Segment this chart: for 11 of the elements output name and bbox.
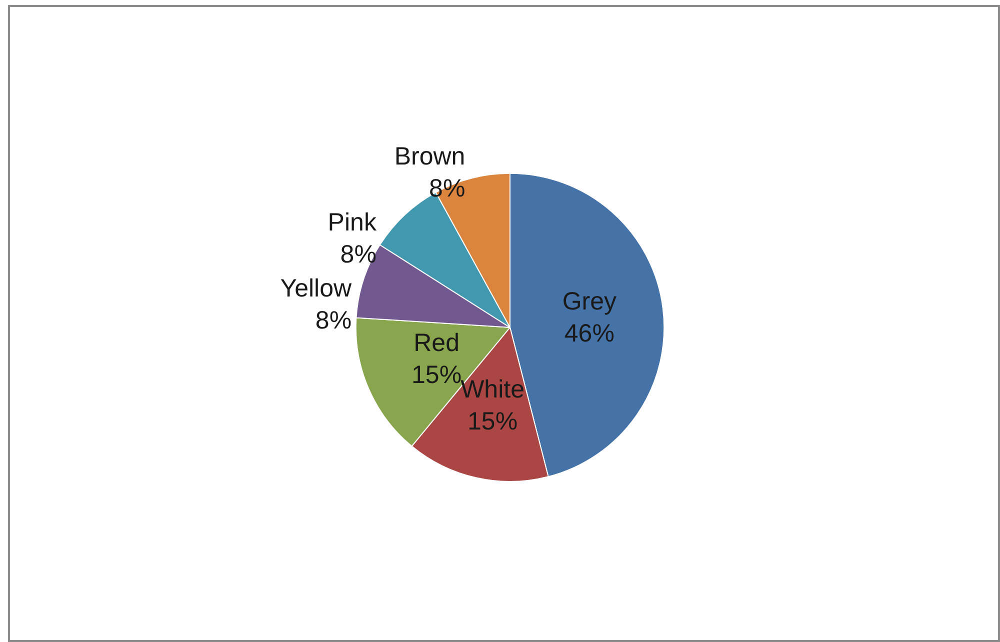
slice-label: Brown [394, 142, 466, 170]
slice-label: Red [414, 329, 460, 358]
data-label: 46% [564, 319, 614, 348]
data-label: 15% [412, 361, 462, 390]
data-label: 8% [340, 240, 376, 268]
data-label: 8% [315, 306, 352, 334]
slice-label: Yellow [280, 274, 352, 302]
slice-label: Grey [562, 287, 617, 316]
slice-label: White [460, 376, 524, 404]
slice-label: Pink [328, 208, 377, 236]
data-label: 15% [468, 408, 518, 436]
